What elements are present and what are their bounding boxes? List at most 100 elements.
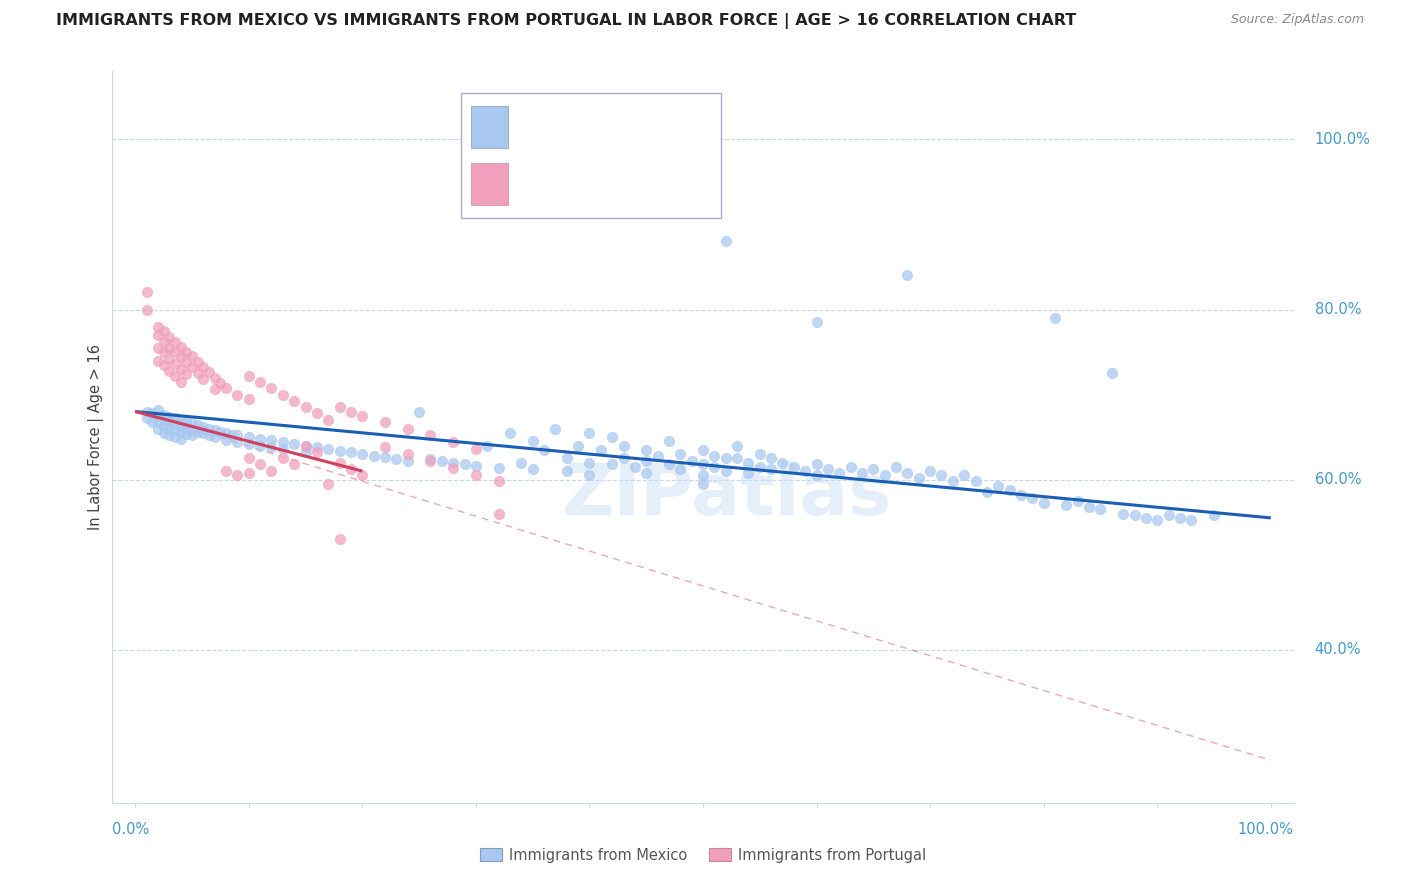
Point — [157, 415, 180, 429]
Point — [260, 440, 283, 454]
Point — [340, 462, 363, 476]
Point — [294, 401, 316, 415]
Point — [748, 447, 770, 461]
Point — [215, 425, 238, 440]
Point — [748, 459, 770, 474]
Legend: Immigrants from Mexico, Immigrants from Portugal: Immigrants from Mexico, Immigrants from … — [474, 842, 932, 869]
Point — [174, 415, 197, 429]
Point — [681, 454, 703, 468]
Point — [152, 425, 174, 440]
Point — [806, 315, 828, 329]
Point — [714, 235, 737, 249]
Point — [873, 468, 896, 483]
Point — [169, 425, 191, 439]
Point — [141, 415, 163, 429]
Point — [703, 459, 725, 474]
Point — [174, 426, 197, 441]
Point — [1101, 366, 1123, 380]
Point — [187, 425, 209, 439]
Point — [737, 466, 759, 480]
Point — [294, 439, 316, 453]
Point — [340, 445, 363, 459]
Point — [1180, 513, 1202, 527]
Point — [187, 418, 209, 433]
Point — [152, 358, 174, 372]
Point — [181, 349, 204, 363]
Point — [363, 449, 385, 463]
Text: ZIPatlas: ZIPatlas — [561, 461, 891, 530]
Point — [152, 413, 174, 427]
Point — [636, 466, 658, 480]
Point — [851, 466, 873, 480]
Point — [198, 366, 221, 380]
Point — [884, 459, 907, 474]
Point — [839, 459, 862, 474]
Text: 40.0%: 40.0% — [1315, 642, 1361, 657]
Point — [1090, 502, 1112, 516]
Point — [488, 475, 510, 489]
Point — [759, 451, 782, 466]
Point — [647, 449, 669, 463]
Point — [260, 464, 283, 478]
Point — [193, 425, 215, 440]
Point — [1054, 498, 1077, 512]
Point — [385, 452, 408, 467]
Point — [1123, 508, 1146, 523]
Point — [135, 302, 157, 317]
Point — [157, 329, 180, 343]
Point — [169, 362, 191, 376]
Point — [396, 454, 419, 468]
Point — [896, 466, 918, 480]
Point — [163, 411, 186, 425]
Point — [169, 350, 191, 364]
Point — [441, 435, 464, 450]
Point — [305, 440, 328, 454]
Point — [965, 475, 987, 489]
Point — [152, 420, 174, 434]
Point — [215, 464, 238, 478]
Point — [174, 345, 197, 359]
Point — [174, 421, 197, 435]
Point — [692, 458, 714, 472]
Point — [163, 423, 186, 437]
Point — [510, 456, 533, 470]
Point — [152, 334, 174, 349]
Point — [817, 462, 839, 476]
Point — [522, 462, 544, 476]
Point — [499, 425, 522, 440]
Point — [163, 334, 186, 349]
Point — [174, 367, 197, 381]
Text: Source: ZipAtlas.com: Source: ZipAtlas.com — [1230, 13, 1364, 27]
Point — [169, 432, 191, 446]
Point — [316, 476, 339, 491]
Point — [249, 439, 271, 453]
Point — [1146, 513, 1168, 527]
Point — [204, 423, 226, 437]
Point — [725, 439, 748, 453]
Point — [198, 427, 221, 442]
Point — [152, 345, 174, 359]
Point — [555, 464, 578, 478]
Point — [174, 355, 197, 369]
Point — [636, 454, 658, 468]
Point — [352, 447, 374, 461]
Point — [794, 464, 817, 478]
Point — [1067, 494, 1090, 508]
Point — [226, 387, 249, 401]
Point — [759, 462, 782, 476]
Point — [169, 413, 191, 427]
Point — [589, 442, 612, 457]
Text: 100.0%: 100.0% — [1237, 822, 1294, 837]
Point — [226, 435, 249, 450]
Point — [146, 409, 169, 423]
Point — [658, 434, 681, 449]
Point — [198, 421, 221, 435]
Point — [725, 451, 748, 466]
Point — [488, 460, 510, 475]
Point — [464, 458, 486, 473]
Point — [238, 437, 260, 451]
Point — [522, 434, 544, 449]
Point — [135, 411, 157, 425]
Point — [316, 413, 339, 427]
Point — [271, 387, 294, 401]
